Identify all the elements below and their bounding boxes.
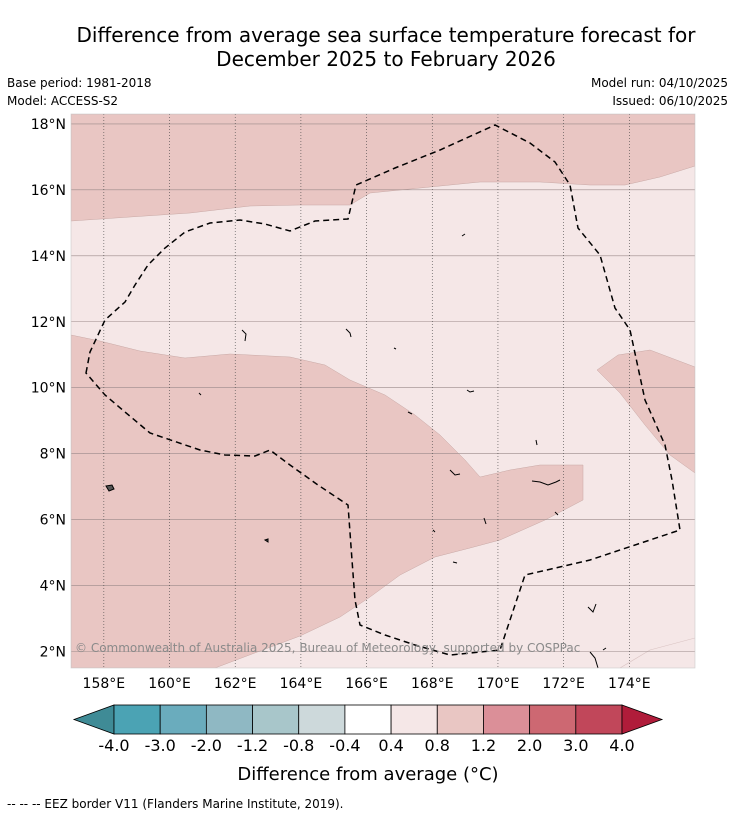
base-period: Base period: 1981-2018 [7,76,152,90]
colorbar-tick-label: -0.4 [329,736,360,755]
colorbar-segment [529,704,577,735]
colorbar-segment [390,704,438,735]
colorbar-segment [483,704,531,735]
colorbar-segment [159,704,207,735]
model-name: Model: ACCESS-S2 [7,94,119,108]
latitude-label: 14°N [31,249,66,265]
colorbar-segment [113,704,161,735]
latitude-label: 8°N [40,447,66,463]
anomaly-region-east [596,349,695,474]
colorbar-segment [436,704,484,735]
colorbar-segment [344,704,392,735]
colorbar [72,704,664,735]
colorbar-extend-low [72,704,115,735]
latitude-label: 18°N [31,117,66,133]
colorbar-segment [205,704,253,735]
model-run-date: Model run: 04/10/2025 [590,76,728,90]
map-frame [70,113,696,669]
longitude-label: 170°E [477,676,520,692]
eez-legend-note: -- -- -- EEZ border V11 (Flanders Marine… [7,797,344,811]
colorbar-tick-label: -0.8 [283,736,314,755]
issued-date: Issued: 06/10/2025 [612,94,728,108]
latitude-label: 4°N [40,579,66,595]
latitude-label: 2°N [40,645,66,661]
map-title-line-1: Difference from average sea surface temp… [76,23,696,47]
colorbar-segment [252,704,300,735]
latitude-label: 16°N [31,183,66,199]
colorbar-tick-label: 3.0 [563,736,588,755]
longitude-label: 160°E [148,676,191,692]
longitude-label: 168°E [411,676,454,692]
colorbar-extend-high [621,704,664,735]
colorbar-tick-label: 0.4 [378,736,403,755]
atolls [105,233,607,669]
anomaly-region-north [71,114,695,222]
longitude-label: 166°E [345,676,388,692]
latitude-label: 10°N [31,381,66,397]
longitude-label: 164°E [280,676,323,692]
colorbar-tick-label: 2.0 [517,736,542,755]
colorbar-tick-label: 4.0 [609,736,634,755]
colorbar-segment [575,704,623,735]
longitude-label: 158°E [83,676,126,692]
colorbar-tick-label: 0.8 [425,736,450,755]
colorbar-tick-label: -2.0 [191,736,222,755]
contour-line-southeast [619,637,695,668]
colorbar-tick-label: -4.0 [98,736,129,755]
colorbar-tick-label: 1.2 [471,736,496,755]
colorbar-tick-label: -1.2 [237,736,268,755]
eez-border [85,124,681,656]
anomaly-region-southwest [71,334,584,668]
longitude-label: 162°E [214,676,257,692]
latitude-label: 6°N [40,513,66,529]
longitude-label: 172°E [542,676,585,692]
longitude-label: 174°E [608,676,651,692]
latitude-label: 12°N [31,315,66,331]
colorbar-segment [298,704,346,735]
copyright-notice: © Commonwealth of Australia 2025, Bureau… [75,641,580,655]
colorbar-tick-label: -3.0 [145,736,176,755]
map-title-line-2: December 2025 to February 2026 [216,47,556,71]
colorbar-label: Difference from average (°C) [237,764,498,785]
